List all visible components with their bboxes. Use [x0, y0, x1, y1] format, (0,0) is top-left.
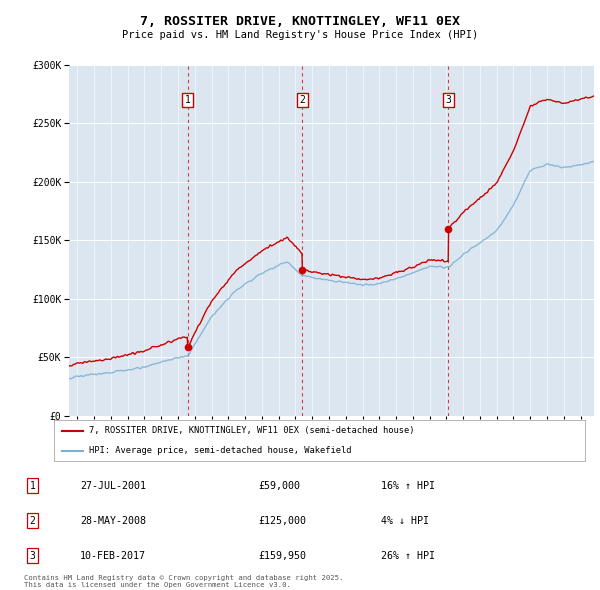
Text: 10-FEB-2017: 10-FEB-2017: [80, 550, 146, 560]
Text: £125,000: £125,000: [259, 516, 307, 526]
Text: 4% ↓ HPI: 4% ↓ HPI: [381, 516, 429, 526]
Text: 16% ↑ HPI: 16% ↑ HPI: [381, 481, 435, 491]
Text: Contains HM Land Registry data © Crown copyright and database right 2025.
This d: Contains HM Land Registry data © Crown c…: [24, 575, 343, 588]
Text: HPI: Average price, semi-detached house, Wakefield: HPI: Average price, semi-detached house,…: [89, 446, 351, 455]
Text: 28-MAY-2008: 28-MAY-2008: [80, 516, 146, 526]
Text: Price paid vs. HM Land Registry's House Price Index (HPI): Price paid vs. HM Land Registry's House …: [122, 30, 478, 40]
Text: 3: 3: [29, 550, 35, 560]
Text: 3: 3: [445, 95, 451, 105]
Text: 7, ROSSITER DRIVE, KNOTTINGLEY, WF11 0EX (semi-detached house): 7, ROSSITER DRIVE, KNOTTINGLEY, WF11 0EX…: [89, 427, 414, 435]
Text: 1: 1: [29, 481, 35, 491]
Text: 2: 2: [29, 516, 35, 526]
Text: 7, ROSSITER DRIVE, KNOTTINGLEY, WF11 0EX: 7, ROSSITER DRIVE, KNOTTINGLEY, WF11 0EX: [140, 15, 460, 28]
Text: 2: 2: [299, 95, 305, 105]
Text: £59,000: £59,000: [259, 481, 301, 491]
Text: 1: 1: [185, 95, 191, 105]
Text: £159,950: £159,950: [259, 550, 307, 560]
Text: 27-JUL-2001: 27-JUL-2001: [80, 481, 146, 491]
Text: 26% ↑ HPI: 26% ↑ HPI: [381, 550, 435, 560]
